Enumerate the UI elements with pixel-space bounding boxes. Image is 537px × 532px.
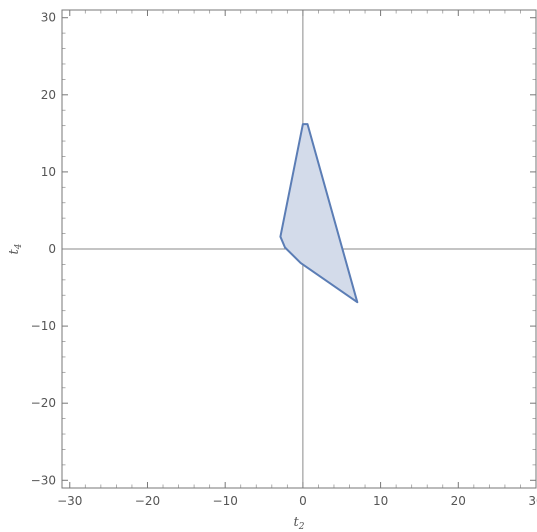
x-tick-label: −20 bbox=[135, 494, 160, 508]
x-tick-label: −10 bbox=[213, 494, 238, 508]
y-tick-label: 30 bbox=[41, 11, 56, 25]
x-tick-label: 10 bbox=[373, 494, 388, 508]
plot-frame bbox=[61, 9, 537, 489]
x-tick-label: −30 bbox=[57, 494, 82, 508]
x-tick-label: 20 bbox=[451, 494, 466, 508]
minor-ticks bbox=[62, 10, 536, 488]
feasible-region bbox=[279, 123, 359, 304]
x-tick-label: 0 bbox=[299, 494, 307, 508]
y-tick-label: 0 bbox=[48, 242, 56, 256]
y-tick-labels: −30 −20 −10 0 10 20 30 bbox=[31, 11, 56, 488]
y-tick-label: −30 bbox=[31, 473, 56, 487]
x-axis-label: t2 bbox=[294, 515, 305, 532]
y-tick-label: 20 bbox=[41, 88, 56, 102]
y-tick-label: −20 bbox=[31, 396, 56, 410]
x-tick-labels: −30 −20 −10 0 10 20 30 bbox=[57, 494, 537, 508]
y-tick-label: −10 bbox=[31, 319, 56, 333]
y-tick-label: 10 bbox=[41, 165, 56, 179]
x-tick-label: 30 bbox=[528, 494, 537, 508]
y-axis-label: t4 bbox=[7, 243, 24, 254]
